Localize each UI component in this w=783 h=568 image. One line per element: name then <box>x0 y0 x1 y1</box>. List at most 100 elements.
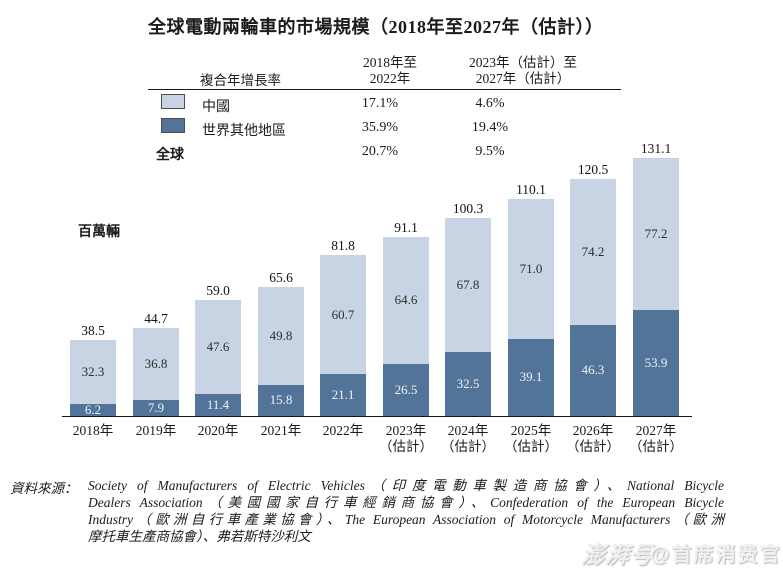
bar-rest-of-world-value-label: 39.1 <box>519 369 543 384</box>
bar-segment-rest-of-world <box>70 404 116 416</box>
x-axis-tick-label: 2020年 <box>178 423 258 439</box>
bar-total-label: 65.6 <box>269 270 293 285</box>
bar-china-value-label: 74.2 <box>581 244 605 259</box>
bar-segment-china <box>633 158 679 310</box>
bar-rest-of-world-value-label: 32.5 <box>456 376 480 391</box>
bar-total-label: 91.1 <box>394 220 418 235</box>
source-line-3: Industry（歐洲自行車產業協會）、The European Associa… <box>88 512 724 527</box>
source-line-2: Dealers Association（美國國家自行車經銷商協會）、Confed… <box>88 495 724 510</box>
x-axis-tick-label: 2024年 （估計） <box>428 423 508 454</box>
x-tick-estimate: （估計） <box>566 438 620 454</box>
bar-total-label: 120.5 <box>577 162 609 177</box>
x-axis-tick-label: 2023年 （估計） <box>366 423 446 454</box>
cagr-col2-line1: 2023年（估計）至 <box>469 55 577 70</box>
bar-segment-rest-of-world <box>258 385 304 416</box>
bar-china-value-label: 49.8 <box>269 328 293 343</box>
cagr-col-2018-2022-header: 2018年至 2022年 <box>335 55 445 87</box>
watermark-account: @首席消费官 <box>650 544 782 566</box>
cagr-rest-of-world-2018-2022: 35.9% <box>361 120 399 135</box>
x-axis-tick-label: 2022年 <box>303 423 383 439</box>
cagr-global-2023-2027: 9.5% <box>475 144 505 159</box>
bar-china-value-label: 36.8 <box>144 356 168 371</box>
bar-segment-rest-of-world <box>383 364 429 416</box>
x-tick-year: 2024年 <box>447 423 489 438</box>
cagr-col1-line1: 2018年至 <box>363 55 417 70</box>
bar-china-value-label: 71.0 <box>519 261 543 276</box>
bar-segment-china <box>70 340 116 404</box>
bar-rest-of-world-value-label: 26.5 <box>394 382 418 397</box>
legend-swatch-china <box>161 94 185 109</box>
bar-segment-rest-of-world <box>445 352 491 416</box>
cagr-china-2023-2027: 4.6% <box>475 96 505 111</box>
bar-china-value-label: 60.7 <box>331 307 355 322</box>
x-axis-tick-label: 2018年 <box>53 423 133 439</box>
bar-total-label: 81.8 <box>331 238 355 253</box>
cagr-col-2023-2027-header: 2023年（估計）至 2027年（估計） <box>443 55 603 87</box>
bar-segment-china <box>320 255 366 375</box>
cagr-global-2018-2022: 20.7% <box>361 144 399 159</box>
x-tick-year: 2025年 <box>510 423 552 438</box>
bar-segment-china <box>445 218 491 352</box>
x-axis-tick-label: 2025年 （估計） <box>491 423 571 454</box>
bar-segment-rest-of-world <box>508 339 554 416</box>
x-tick-year: 2026年 <box>572 423 614 438</box>
bar-rest-of-world-value-label: 21.1 <box>331 387 355 402</box>
x-tick-year: 2027年 <box>635 423 677 438</box>
bar-china-value-label: 67.8 <box>456 277 480 292</box>
x-tick-estimate: （估計） <box>379 438 433 454</box>
bar-segment-rest-of-world <box>320 374 366 416</box>
x-tick-estimate: （估計） <box>629 438 683 454</box>
cagr-china-2018-2022: 17.1% <box>361 96 399 111</box>
cagr-col2-line2: 2027年（估計） <box>475 71 571 86</box>
cagr-col1-line2: 2022年 <box>369 71 411 86</box>
x-axis-tick-label: 2021年 <box>241 423 321 439</box>
source-label: 資料來源： <box>10 481 78 496</box>
x-tick-year: 2023年 <box>385 423 427 438</box>
bar-rest-of-world-value-label: 46.3 <box>581 362 605 377</box>
source-text: Society of Manufacturers of Electric Veh… <box>88 477 724 545</box>
chart-title: 全球電動兩輪車的市場規模（2018年至2027年（估計）） <box>148 17 604 37</box>
x-tick-year: 2018年 <box>72 423 114 438</box>
legend-label-china: 中國 <box>202 100 230 115</box>
x-axis-tick-label: 2027年 （估計） <box>616 423 696 454</box>
legend-label-global: 全球 <box>156 148 184 163</box>
x-axis-tick-label: 2026年 （估計） <box>553 423 633 454</box>
bar-total-label: 38.5 <box>81 323 105 338</box>
table-header-rule <box>148 89 621 90</box>
bar-total-label: 44.7 <box>144 311 168 326</box>
bar-segment-rest-of-world <box>195 394 241 416</box>
bar-total-label: 131.1 <box>640 141 672 156</box>
bar-segment-rest-of-world <box>570 325 616 416</box>
x-tick-year: 2019年 <box>135 423 177 438</box>
bar-total-label: 110.1 <box>516 182 546 197</box>
bar-total-label: 100.3 <box>452 201 484 216</box>
bar-china-value-label: 32.3 <box>81 364 105 379</box>
bar-rest-of-world-value-label: 15.8 <box>269 392 293 407</box>
bar-rest-of-world-value-label: 11.4 <box>206 397 230 412</box>
source-line-4: 摩托車生產商協會）、弗若斯特沙利文 <box>88 529 311 544</box>
bar-segment-china <box>383 237 429 364</box>
bar-segment-rest-of-world <box>133 400 179 416</box>
watermark-platform-logo: 澎湃号 <box>580 542 656 568</box>
x-tick-estimate: （估計） <box>441 438 495 454</box>
x-axis-tick-label: 2019年 <box>116 423 196 439</box>
x-tick-estimate: （估計） <box>504 438 558 454</box>
x-tick-year: 2021年 <box>260 423 302 438</box>
legend-label-rest-of-world: 世界其他地區 <box>202 124 286 139</box>
bar-rest-of-world-value-label: 6.2 <box>84 402 102 417</box>
cagr-header-label: 複合年增長率 <box>200 73 281 88</box>
bar-china-value-label: 47.6 <box>206 339 230 354</box>
bar-segment-china <box>195 300 241 394</box>
bar-segment-rest-of-world <box>633 310 679 416</box>
y-axis-unit-label: 百萬輛 <box>78 225 120 240</box>
bar-segment-china <box>133 328 179 400</box>
bar-segment-china <box>508 199 554 339</box>
bar-segment-china <box>258 287 304 385</box>
bar-total-label: 59.0 <box>206 283 230 298</box>
legend-swatch-rest-of-world <box>161 118 185 133</box>
source-line-1: Society of Manufacturers of Electric Veh… <box>88 478 724 493</box>
bar-china-value-label: 77.2 <box>644 226 668 241</box>
cagr-rest-of-world-2023-2027: 19.4% <box>471 120 509 135</box>
